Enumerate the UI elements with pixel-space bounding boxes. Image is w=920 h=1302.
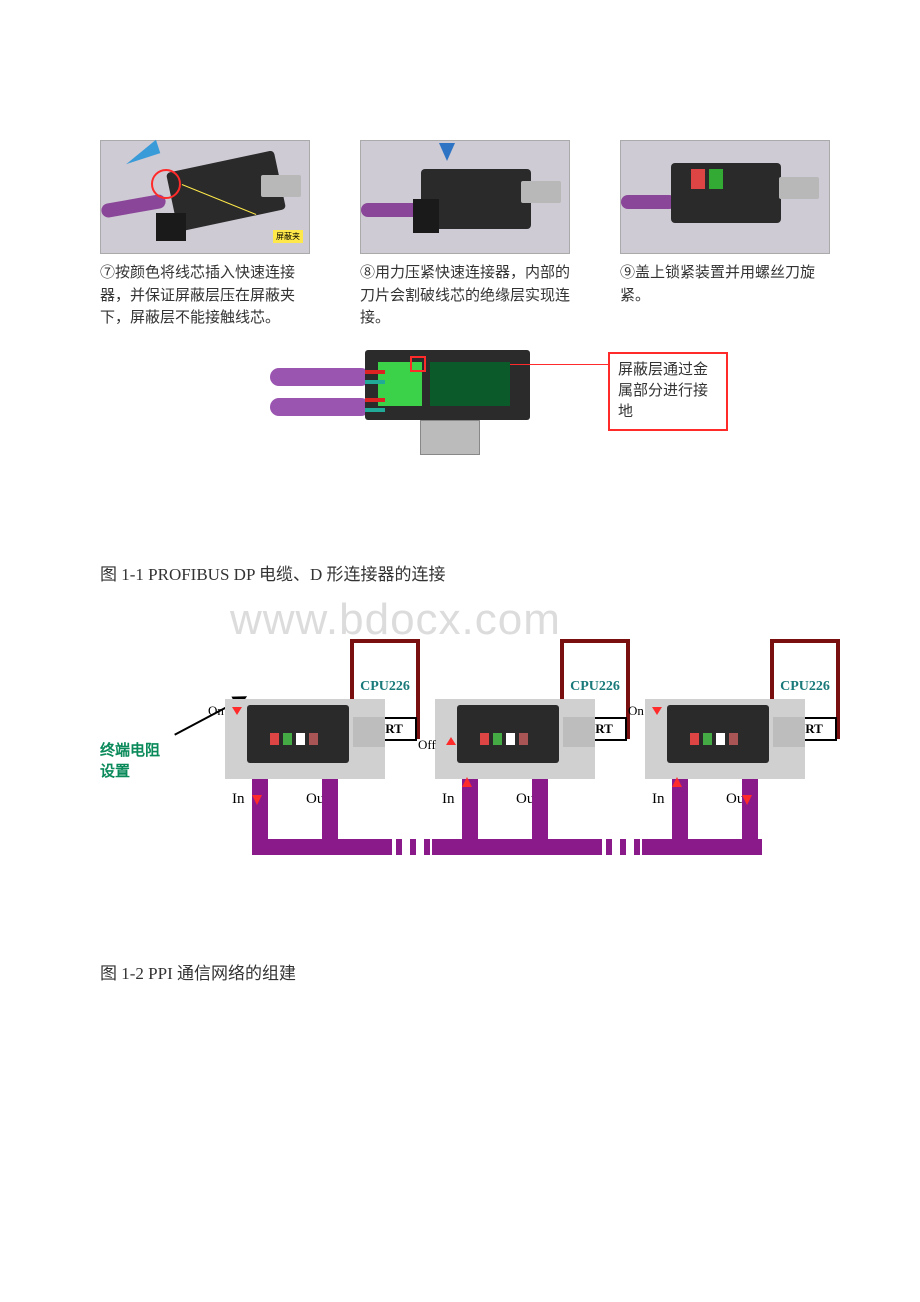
node3-on: On [628, 703, 644, 719]
connector-1 [225, 699, 385, 779]
plc-3-cpu-label: CPU226 [775, 679, 835, 694]
step-9-caption: ⑨盖上锁紧装置并用螺丝刀旋紧。 [620, 262, 830, 307]
ppi-network-figure: www.bdocx.com 终端电阻 设置 CPU226 PORT On In … [100, 599, 840, 879]
step-7: 屏蔽夹 ⑦按颜色将线芯插入快速连接器，并保证屏蔽层压在屏蔽夹下，屏蔽层不能接触线… [100, 140, 310, 330]
shield-ground-figure: 屏蔽层通过金属部分进行接地 [270, 350, 750, 480]
node1-on: On [208, 703, 224, 719]
node2-in: In [442, 791, 455, 808]
step-7-caption: ⑦按颜色将线芯插入快速连接器，并保证屏蔽层压在屏蔽夹下，屏蔽层不能接触线芯。 [100, 262, 310, 330]
connector-3 [645, 699, 805, 779]
step-9: ⑨盖上锁紧装置并用螺丝刀旋紧。 [620, 140, 830, 330]
node1-in: In [232, 791, 245, 808]
step-8-photo [360, 140, 570, 254]
document-page: 屏蔽夹 ⑦按颜色将线芯插入快速连接器，并保证屏蔽层压在屏蔽夹下，屏蔽层不能接触线… [0, 0, 920, 984]
shield-ground-callout: 屏蔽层通过金属部分进行接地 [608, 352, 728, 431]
node2-off: Off [418, 737, 436, 753]
figure-1-2-caption: 图 1-2 PPI 通信网络的组建 [100, 959, 830, 984]
node3-in: In [652, 791, 665, 808]
watermark-text: www.bdocx.com [230, 595, 561, 645]
shield-clip-tag: 屏蔽夹 [273, 230, 303, 243]
plc-1-cpu-label: CPU226 [355, 679, 415, 694]
terminal-resistor-label: 终端电阻 设置 [100, 741, 160, 783]
step-8: ⑧用力压紧快速连接器，内部的刀片会割破线芯的绝缘层实现连接。 [360, 140, 570, 330]
steps-row: 屏蔽夹 ⑦按颜色将线芯插入快速连接器，并保证屏蔽层压在屏蔽夹下，屏蔽层不能接触线… [100, 140, 830, 330]
step-7-photo: 屏蔽夹 [100, 140, 310, 254]
connector-2 [435, 699, 595, 779]
plc-2-cpu-label: CPU226 [565, 679, 625, 694]
step-8-caption: ⑧用力压紧快速连接器，内部的刀片会割破线芯的绝缘层实现连接。 [360, 262, 570, 330]
figure-1-1-caption: 图 1-1 PROFIBUS DP 电缆、D 形连接器的连接 [100, 560, 830, 585]
step-9-photo [620, 140, 830, 254]
